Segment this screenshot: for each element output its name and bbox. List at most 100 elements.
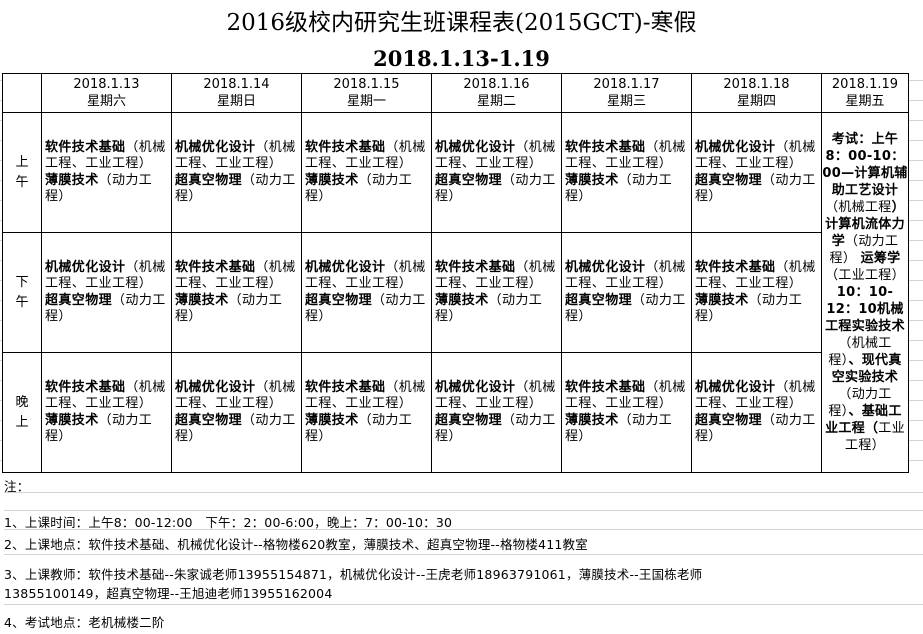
course-entry: 机械优化设计（机械工程、工业工程） <box>175 380 299 413</box>
course-cell: 机械优化设计（机械工程、工业工程） 超真空物理（动力工程） <box>431 352 562 473</box>
course-name: 薄膜技术 <box>695 292 749 308</box>
exam-text: （工业工程） <box>825 268 905 283</box>
day-weekday: 星期一 <box>346 94 386 109</box>
course-name: 超真空物理 <box>175 172 243 188</box>
course-major: （动力工程） <box>45 172 153 205</box>
course-entry: 机械优化设计（机械工程、工业工程） <box>435 140 559 173</box>
course-major: （机械工程、工业工程） <box>305 379 426 412</box>
course-major: （机械工程、工业工程） <box>305 139 426 172</box>
day-header: 2018.1.14 星期日 <box>171 73 302 113</box>
course-entry: 薄膜技术（动力工程） <box>695 293 819 326</box>
slot-row: 晚上 软件技术基础（机械工程、工业工程） 薄膜技术（动力工程） 机械优化设计（机械工程… <box>2 352 909 473</box>
day-header: 2018.1.17 星期三 <box>561 73 692 113</box>
exam-text: （动力工程） <box>828 387 892 419</box>
course-name: 机械优化设计 <box>695 379 776 395</box>
course-major: （动力工程） <box>45 292 166 325</box>
course-name: 超真空物理 <box>695 412 763 428</box>
day-date: 2018.1.16 <box>463 77 530 92</box>
course-cell: 软件技术基础（机械工程、工业工程） 薄膜技术（动力工程） <box>301 352 432 473</box>
course-entry: 超真空物理（动力工程） <box>305 293 429 326</box>
course-name: 超真空物理 <box>565 292 633 308</box>
day-weekday: 星期五 <box>845 94 885 109</box>
page-title: 2016级校内研究生班课程表(2015GCT)-寒假 <box>0 0 923 44</box>
course-name: 薄膜技术 <box>45 412 99 428</box>
exam-text-bold: 、基础工业工程（ <box>825 404 902 436</box>
course-entry: 软件技术基础（机械工程、工业工程） <box>695 260 819 293</box>
course-name: 机械优化设计 <box>305 259 386 275</box>
slot-label-text: 下午 <box>15 274 29 310</box>
course-cell: 软件技术基础（机械工程、工业工程） 薄膜技术（动力工程） <box>431 232 562 353</box>
notes-heading: 注： <box>4 479 30 494</box>
course-entry: 机械优化设计（机械工程、工业工程） <box>695 380 819 413</box>
course-cell: 机械优化设计（机械工程、工业工程） 超真空物理（动力工程） <box>691 352 822 473</box>
course-cell: 机械优化设计（机械工程、工业工程） 超真空物理（动力工程） <box>171 112 302 233</box>
course-major: （动力工程） <box>175 292 283 325</box>
course-entry: 超真空物理（动力工程） <box>435 413 559 446</box>
course-major: （动力工程） <box>305 172 413 205</box>
course-entry: 软件技术基础（机械工程、工业工程） <box>565 380 689 413</box>
course-entry: 机械优化设计（机械工程、工业工程） <box>565 260 689 293</box>
course-name: 薄膜技术 <box>435 292 489 308</box>
course-major: （机械工程、工业工程） <box>695 259 816 292</box>
course-cell: 机械优化设计（机械工程、工业工程） 超真空物理（动力工程） <box>301 232 432 353</box>
course-major: （动力工程） <box>565 292 686 325</box>
course-name: 软件技术基础 <box>435 259 516 275</box>
course-major: （机械工程、工业工程） <box>175 259 296 292</box>
course-name: 软件技术基础 <box>305 379 386 395</box>
course-name: 软件技术基础 <box>175 259 256 275</box>
course-major: （机械工程、工业工程） <box>565 259 686 292</box>
exam-text: 工业工程） <box>845 421 905 453</box>
day-date: 2018.1.18 <box>723 77 790 92</box>
course-major: （机械工程、工业工程） <box>435 379 556 412</box>
course-entry: 软件技术基础（机械工程、工业工程） <box>305 140 429 173</box>
course-major: （动力工程） <box>435 172 556 205</box>
course-name: 超真空物理 <box>305 292 373 308</box>
course-cell: 软件技术基础（机械工程、工业工程） 薄膜技术（动力工程） <box>561 112 692 233</box>
day-header: 2018.1.15 星期一 <box>301 73 432 113</box>
course-major: （机械工程、工业工程） <box>565 379 686 412</box>
day-header: 2018.1.19 星期五 <box>821 73 909 113</box>
course-entry: 机械优化设计（机械工程、工业工程） <box>175 140 299 173</box>
course-name: 薄膜技术 <box>305 172 359 188</box>
course-cell: 机械优化设计（机械工程、工业工程） 超真空物理（动力工程） <box>431 112 562 233</box>
course-cell: 机械优化设计（机械工程、工业工程） 超真空物理（动力工程） <box>171 352 302 473</box>
day-weekday: 星期四 <box>736 94 776 109</box>
course-entry: 薄膜技术（动力工程） <box>305 413 429 446</box>
exam-cell: 考试：上午8：00-10：00—计算机辅助工艺设计（机械工程）计算机流体力学（动… <box>821 112 909 473</box>
course-major: （动力工程） <box>565 172 673 205</box>
course-major: （机械工程、工业工程） <box>695 379 816 412</box>
course-cell: 机械优化设计（机械工程、工业工程） 超真空物理（动力工程） <box>561 232 692 353</box>
course-entry: 机械优化设计（机械工程、工业工程） <box>45 260 169 293</box>
course-major: （机械工程、工业工程） <box>565 139 686 172</box>
course-cell: 软件技术基础（机械工程、工业工程） 薄膜技术（动力工程） <box>561 352 692 473</box>
course-major: （机械工程、工业工程） <box>435 259 556 292</box>
course-name: 机械优化设计 <box>175 139 256 155</box>
course-entry: 薄膜技术（动力工程） <box>175 293 299 326</box>
course-entry: 软件技术基础（机械工程、工业工程） <box>305 380 429 413</box>
course-major: （机械工程、工业工程） <box>45 379 166 412</box>
slot-row: 下午 机械优化设计（机械工程、工业工程） 超真空物理（动力工程） 软件技术基础（机械工… <box>2 232 909 353</box>
course-name: 超真空物理 <box>435 172 503 188</box>
course-name: 超真空物理 <box>695 172 763 188</box>
corner-cell <box>2 73 42 113</box>
course-entry: 软件技术基础（机械工程、工业工程） <box>175 260 299 293</box>
slot-label: 上午 <box>2 112 42 233</box>
course-major: （动力工程） <box>695 292 803 325</box>
exam-text-bold: 考试：上午8：00-10：00—计算机辅助工艺设计 <box>822 132 908 198</box>
exam-text: （机械工程） <box>828 336 892 368</box>
course-entry: 超真空物理（动力工程） <box>695 173 819 206</box>
course-cell: 软件技术基础（机械工程、工业工程） 薄膜技术（动力工程） <box>301 112 432 233</box>
course-name: 机械优化设计 <box>45 259 126 275</box>
day-date: 2018.1.13 <box>73 77 140 92</box>
note-teachers-cont: 13855100149，超真空物理--王旭迪老师13955162004 <box>4 586 333 601</box>
header-row: 2018.1.13 星期六 2018.1.14 星期日 2018.1.15 星期一 2018… <box>2 73 909 113</box>
note-class-time: 1、上课时间：上午8：00-12:00 下午：2：00-6:00，晚上：7：00… <box>4 515 453 530</box>
exam-text: （动力工程） <box>829 234 899 266</box>
course-major: （机械工程、工业工程） <box>435 139 556 172</box>
course-name: 软件技术基础 <box>695 259 776 275</box>
day-date: 2018.1.14 <box>203 77 270 92</box>
course-name: 薄膜技术 <box>45 172 99 188</box>
slot-row: 上午 软件技术基础（机械工程、工业工程） 薄膜技术（动力工程） 机械优化设计（机械工程… <box>2 112 909 473</box>
course-name: 机械优化设计 <box>435 379 516 395</box>
course-entry: 超真空物理（动力工程） <box>435 173 559 206</box>
